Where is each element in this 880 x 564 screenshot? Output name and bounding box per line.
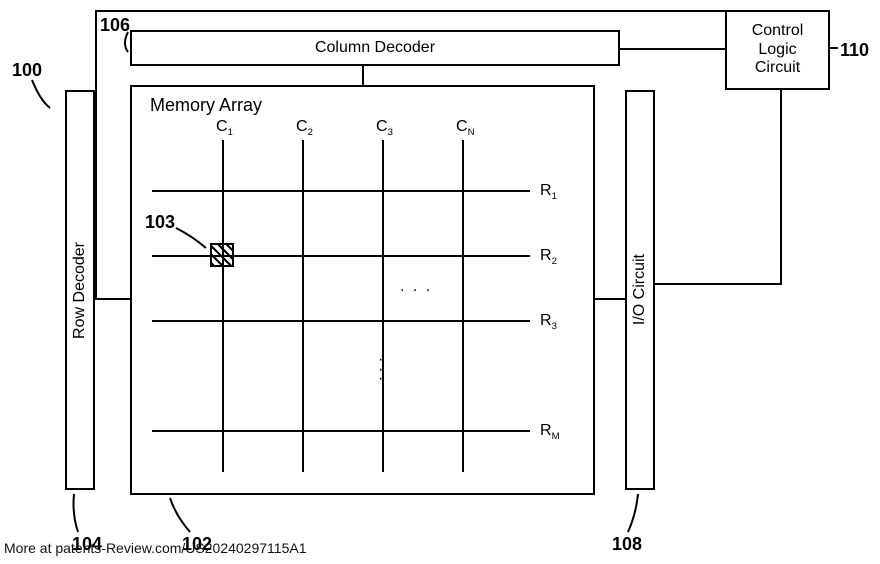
ref-108: 108 [612, 534, 642, 555]
wire-coldec-to-array [362, 66, 364, 85]
ref-106: 106 [100, 15, 130, 36]
control-logic-line3: Circuit [755, 59, 800, 77]
row-line-m [152, 430, 530, 432]
memory-array-label: Memory Array [150, 95, 262, 116]
row-label-2: R2 [540, 247, 557, 267]
column-decoder-block: Column Decoder [130, 30, 620, 66]
wire-io-to-ctrl [655, 283, 782, 285]
v-ellipsis: ··· [378, 355, 383, 384]
column-decoder-label: Column Decoder [315, 39, 435, 57]
ref-110: 110 [840, 40, 869, 61]
col-label-2: C2 [296, 118, 313, 138]
control-logic-block: Control Logic Circuit [725, 10, 830, 90]
ref-103: 103 [145, 212, 175, 233]
col-label-1: C1 [216, 118, 233, 138]
wire-coldec-to-ctrl [620, 48, 725, 50]
row-line-1 [152, 190, 530, 192]
col-label-3: C3 [376, 118, 393, 138]
memory-cell-103 [210, 243, 234, 267]
row-line-3 [152, 320, 530, 322]
row-decoder-block: Row Decoder [65, 90, 95, 490]
wire-top-drop [95, 10, 97, 300]
wire-array-to-io [595, 298, 625, 300]
row-decoder-label: Row Decoder [71, 242, 89, 339]
wire-ctrl-down [780, 90, 782, 285]
row-label-3: R3 [540, 312, 557, 332]
control-logic-line2: Logic [758, 41, 796, 59]
diagram-stage: Column Decoder Row Decoder Memory Array … [0, 0, 880, 564]
memory-array-block [130, 85, 595, 495]
row-line-2 [152, 255, 530, 257]
row-label-m: RM [540, 422, 560, 442]
row-label-1: R1 [540, 182, 557, 202]
control-logic-line1: Control [752, 22, 804, 40]
h-ellipsis: . . . [400, 278, 432, 296]
col-label-n: CN [456, 118, 475, 138]
footer-watermark: More at patents-Review.com/US20240297115… [4, 540, 306, 556]
io-circuit-block: I/O Circuit [625, 90, 655, 490]
wire-top-bus [95, 10, 725, 12]
ref-100: 100 [12, 60, 42, 81]
io-circuit-label: I/O Circuit [631, 254, 649, 325]
wire-row-to-array [95, 298, 130, 300]
